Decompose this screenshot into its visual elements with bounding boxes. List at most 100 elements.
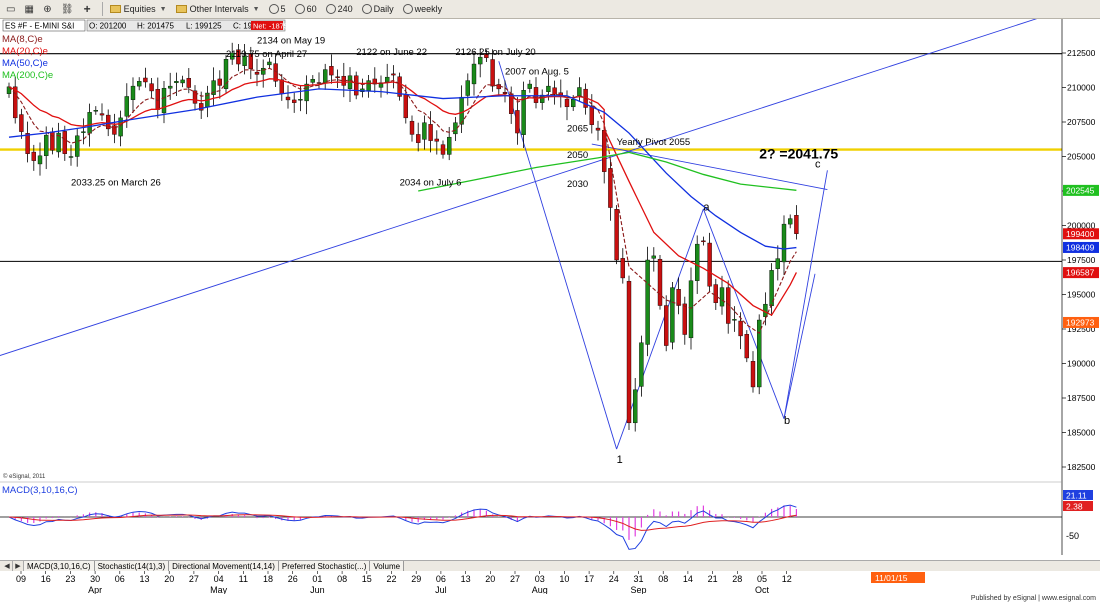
equities-button[interactable]: Equities ▼ xyxy=(107,2,170,17)
candle-body xyxy=(434,138,439,142)
chart-annotation: 2? =2041.75 xyxy=(759,146,838,162)
candle-body xyxy=(316,82,322,84)
chart-annotation: 1 xyxy=(617,454,623,466)
candle-body xyxy=(87,112,92,134)
tab-stochastic[interactable]: Stochastic(14(1),3) xyxy=(94,561,170,571)
candle-body xyxy=(186,78,192,88)
interval-60-button[interactable]: 60 xyxy=(292,2,320,17)
link-icon[interactable]: ⛓ xyxy=(60,3,74,15)
x-tick-label: 27 xyxy=(189,574,199,584)
ohlc-box xyxy=(86,19,286,32)
ma20-line xyxy=(8,78,797,317)
interval-60-label: 60 xyxy=(306,4,317,14)
price-tag xyxy=(1063,267,1099,279)
candle-body xyxy=(676,289,681,306)
chevron-down-icon: ▼ xyxy=(159,5,167,13)
candle-body xyxy=(719,287,725,307)
chart-annotation: 2033.25 on March 26 xyxy=(71,177,161,188)
month-label: May xyxy=(210,585,228,595)
candle-body xyxy=(335,76,340,79)
chart-annotation: b xyxy=(784,415,790,427)
net-change: Net: -1875 xyxy=(253,22,288,31)
x-tick-label: 22 xyxy=(386,574,396,584)
candle-body xyxy=(546,85,551,92)
candle-body xyxy=(540,94,545,103)
price-tag xyxy=(1063,184,1099,196)
tab-scroll-left-icon[interactable]: ◀ xyxy=(2,561,13,571)
candle-body xyxy=(174,81,179,84)
candle-body xyxy=(248,53,254,70)
legend-ma200: MA(200,C)e xyxy=(2,70,53,81)
price-tag xyxy=(1063,316,1099,328)
candle-body xyxy=(12,86,18,119)
ohlc-low: L: 199125 xyxy=(186,22,222,31)
tab-scroll-right-icon[interactable]: ▶ xyxy=(13,561,24,571)
price-tag-label: 202545 xyxy=(1066,185,1095,195)
candle-body xyxy=(645,259,650,345)
candle-body xyxy=(366,80,371,91)
candle-body xyxy=(440,144,446,155)
interval-weekly-button[interactable]: weekly xyxy=(400,2,446,17)
candle-body xyxy=(279,79,284,94)
chart-area[interactable]: 2119.75 on April 27 2134 on May 19 2122 on… xyxy=(0,5,1100,596)
candle-body xyxy=(614,209,619,261)
symbol-label: ES #F - E-MINI S&I xyxy=(5,22,74,31)
chart-annotation: 2122 on June 22 xyxy=(356,47,427,58)
signal-value-tag xyxy=(1063,501,1093,511)
ma50-line xyxy=(8,88,797,250)
candle-body xyxy=(254,71,260,75)
clock-icon xyxy=(325,4,336,14)
tab-macd[interactable]: MACD(3,10,16,C) xyxy=(24,561,95,571)
x-tick-label: 10 xyxy=(559,574,569,584)
interval-5-button[interactable]: 5 xyxy=(266,2,289,17)
candle-body xyxy=(261,67,266,75)
chart-annotation: 2030 xyxy=(567,179,588,190)
y-tick-label: 200000 xyxy=(1067,221,1096,231)
x-tick-label: 01 xyxy=(312,574,322,584)
price-tag xyxy=(1063,228,1099,240)
candle-body xyxy=(577,87,582,97)
x-tick-label: 27 xyxy=(510,574,520,584)
y-tick-label: 195000 xyxy=(1067,290,1096,300)
copyright-label: © eSignal, 2011 xyxy=(3,473,46,480)
chart-annotation: c xyxy=(815,159,821,171)
candle-body xyxy=(292,99,297,103)
month-label: Sep xyxy=(630,585,646,595)
x-tick-label: 24 xyxy=(609,574,619,584)
candle-body xyxy=(81,131,86,133)
trendline xyxy=(783,170,828,419)
candle-body xyxy=(422,122,427,140)
crosshair-icon[interactable]: ⊕ xyxy=(43,3,52,15)
tab-preferred-stochastic[interactable]: Preferred Stochastic(...) xyxy=(278,561,371,571)
add-icon[interactable]: + xyxy=(83,2,91,16)
candle-body xyxy=(180,79,185,84)
clock-icon xyxy=(402,4,413,14)
candle-body xyxy=(595,127,601,131)
y-tick-label: 192500 xyxy=(1067,324,1096,334)
new-window-icon[interactable]: ▭ xyxy=(6,3,16,15)
candle-body xyxy=(143,77,148,83)
tab-volume[interactable]: Volume xyxy=(370,561,405,571)
x-tick-label: 21 xyxy=(708,574,718,584)
candle-body xyxy=(409,120,415,135)
candle-body xyxy=(484,53,489,59)
month-label: Jul xyxy=(435,585,447,595)
candle-body xyxy=(769,270,774,307)
y-tick-label: 185000 xyxy=(1067,428,1096,438)
candle-body xyxy=(56,132,61,153)
tab-directional-movement[interactable]: Directional Movement(14,14) xyxy=(169,561,279,571)
ma200-line xyxy=(418,151,797,192)
price-chart[interactable]: 2119.75 on April 27 2134 on May 19 2122 on… xyxy=(0,5,1100,560)
candle-body xyxy=(323,69,328,83)
chart-annotation: 2126.25 on July 20 xyxy=(455,47,535,58)
interval-daily-button[interactable]: Daily xyxy=(359,2,397,17)
chart-annotation: Yearly Pivot 2055 xyxy=(617,137,691,148)
candle-body xyxy=(763,303,768,317)
equities-label: Equities xyxy=(123,4,156,14)
candle-body xyxy=(130,85,136,100)
layout-icon[interactable]: ▦ xyxy=(24,3,34,15)
other-intervals-button[interactable]: Other Intervals ▼ xyxy=(173,2,263,17)
candle-body xyxy=(744,334,749,359)
interval-240-button[interactable]: 240 xyxy=(323,2,356,17)
chevron-down-icon: ▼ xyxy=(252,5,260,13)
